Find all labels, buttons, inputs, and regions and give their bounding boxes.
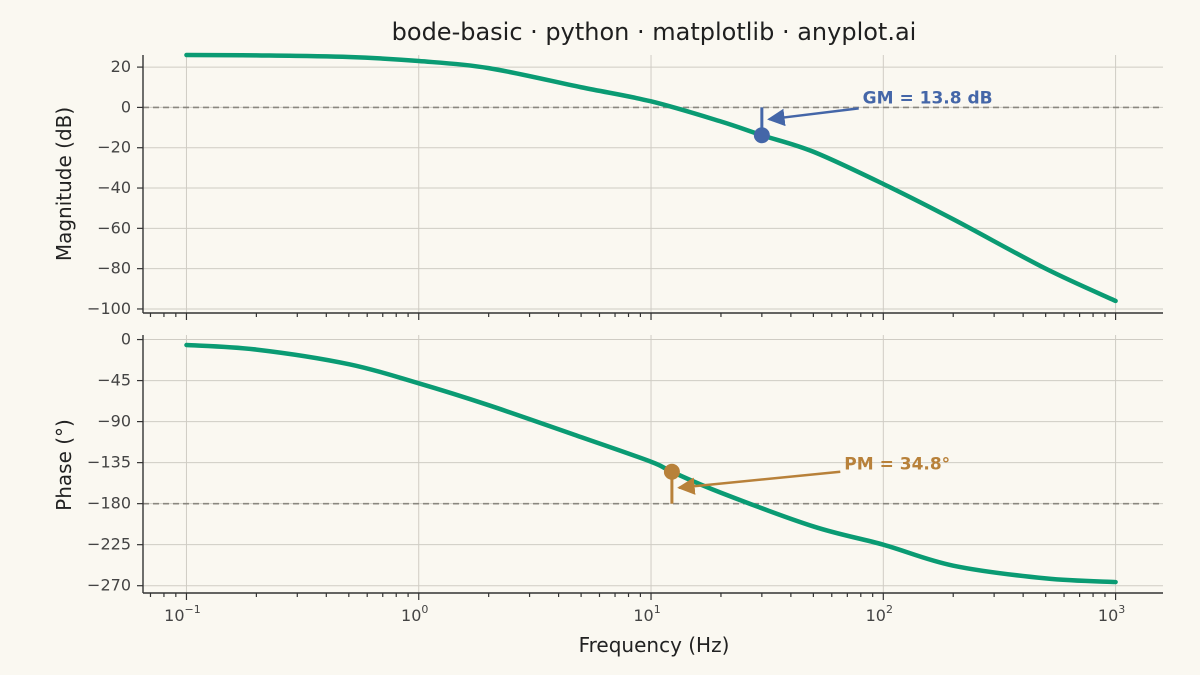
x-tick-label: 10−1 — [164, 603, 201, 625]
magnitude-ytick-label: −80 — [97, 259, 131, 278]
phase-panel: 0 −45 −90 −135 −180 −225 −270 10−1 100 101 102 103 P… — [87, 330, 1163, 625]
phase-ytick-label: −90 — [97, 412, 131, 431]
magnitude-ytick-label: −60 — [97, 218, 131, 237]
magnitude-ytick-label: −100 — [87, 299, 131, 318]
magnitude-response-line — [184, 52, 1118, 304]
magnitude-ytick-label: 0 — [121, 97, 131, 116]
gm-annotation-label: GM = 13.8 dB — [863, 88, 993, 108]
magnitude-panel: 20 0 −20 −40 −60 −80 −100 GM = 13.8 dB — [87, 52, 1163, 320]
x-tick-label: 103 — [1098, 603, 1125, 625]
pm-annotation-arrow — [677, 470, 841, 495]
magnitude-ytick-label: 20 — [111, 57, 131, 76]
gm-annotation-arrow — [767, 107, 859, 127]
phase-response-line — [184, 342, 1118, 585]
phase-ytick-label: −225 — [87, 535, 131, 554]
gm-marker — [753, 127, 770, 144]
phase-ytick-label: −180 — [87, 494, 131, 513]
phase-ytick-label: −45 — [97, 371, 131, 390]
phase-ytick-label: 0 — [121, 330, 131, 349]
chart-title: bode-basic · python · matplotlib · anypl… — [392, 18, 917, 46]
magnitude-axis-label: Magnitude (dB) — [52, 107, 76, 261]
pm-marker — [663, 463, 680, 480]
pm-annotation-label: PM = 34.8° — [844, 455, 950, 475]
magnitude-ytick-label: −20 — [97, 138, 131, 157]
x-axis-label: Frequency (Hz) — [579, 633, 730, 657]
phase-ytick-label: −135 — [87, 453, 131, 472]
x-tick-label: 101 — [633, 603, 660, 625]
x-tick-label: 102 — [866, 603, 893, 625]
phase-ytick-label: −270 — [87, 576, 131, 595]
magnitude-ytick-label: −40 — [97, 178, 131, 197]
phase-axis-label: Phase (°) — [52, 419, 76, 511]
x-tick-label: 100 — [401, 603, 428, 625]
